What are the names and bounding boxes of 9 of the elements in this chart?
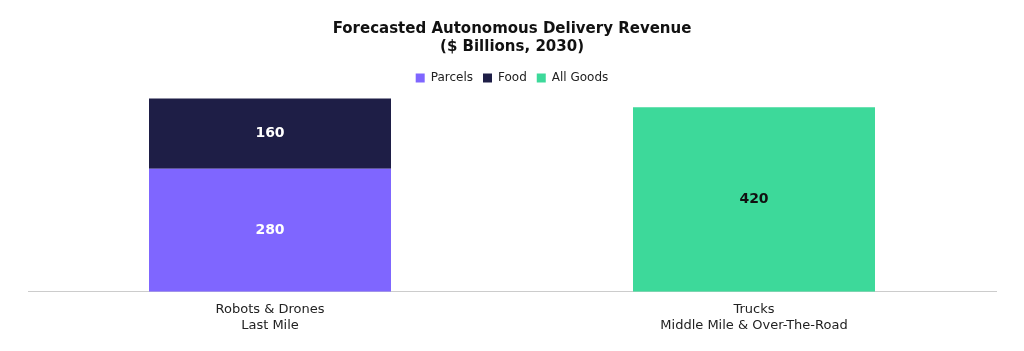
data-label: 420 — [739, 190, 769, 207]
legend-label: Food — [497, 70, 527, 85]
data-label: 160 — [255, 124, 285, 141]
legend-label: Parcels — [430, 70, 473, 85]
data-label: 280 — [255, 220, 285, 237]
legend-label: All Goods — [551, 70, 609, 85]
chart-title: Forecasted Autonomous Delivery Revenue ($ Billions, 2030) — [332, 18, 692, 55]
x-tick-label: Trucks Middle Mile & Over-The-Road — [660, 300, 848, 332]
x-tick-label: Robots & Drones Last Mile — [215, 300, 325, 332]
